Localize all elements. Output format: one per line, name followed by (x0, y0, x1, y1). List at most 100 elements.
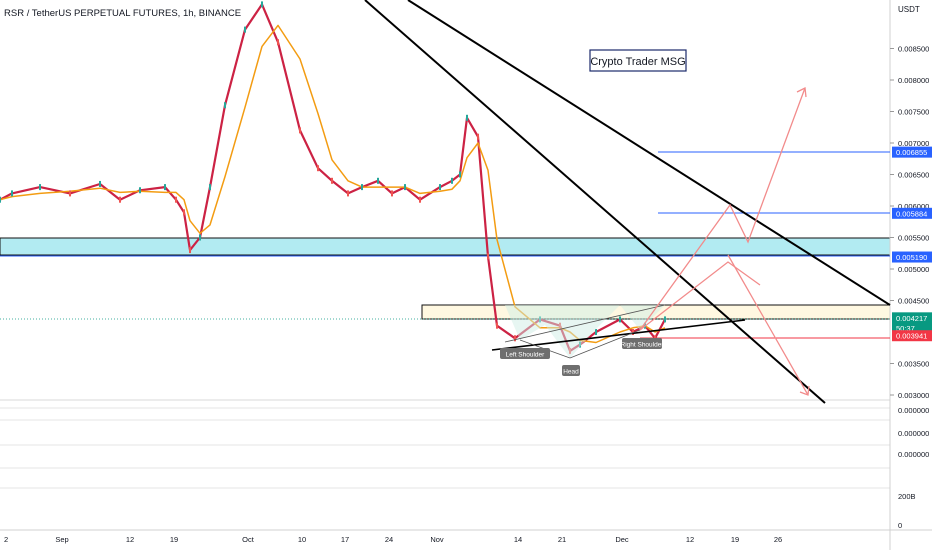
price-axis[interactable]: 0.008500 0.008000 0.007500 0.007000 0.006500… (890, 45, 929, 401)
price-point (299, 127, 301, 134)
price-point (619, 316, 621, 323)
indicator-tick-label: 0.000000 (898, 450, 929, 459)
price-badge-label: 0.004217 (896, 314, 927, 323)
price-point (347, 190, 349, 197)
indicator-axis: 0.000000 0.000000 0.000000 200B 0 (898, 406, 929, 530)
price-point (377, 177, 379, 184)
price-point (459, 171, 461, 178)
price-tick-label: 0.007000 (898, 139, 929, 148)
price-badge (892, 207, 932, 219)
resistance-zone (0, 237, 891, 256)
price-badge (892, 312, 932, 335)
time-tick-label: 12 (686, 535, 694, 544)
price-badge (892, 251, 932, 263)
price-badge-label: 0.005190 (896, 253, 927, 262)
time-tick-label: 26 (774, 535, 782, 544)
right-shoulder-tag (622, 338, 662, 349)
price-point (361, 184, 363, 191)
price-point (175, 196, 177, 203)
price-point (404, 184, 406, 191)
price-point (632, 329, 634, 335)
time-tick-label: Oct (242, 535, 255, 544)
price-point (595, 329, 597, 335)
price-point (261, 1, 263, 8)
price-badge-label: 0.003941 (896, 332, 927, 341)
time-tick-label: 12 (126, 535, 134, 544)
time-tick-label: 21 (558, 535, 566, 544)
price-point (99, 180, 101, 187)
price-point (183, 209, 185, 216)
downtrend-line-lower[interactable] (364, 0, 826, 404)
price-point (0, 196, 1, 203)
time-tick-label: Dec (615, 535, 629, 544)
arrow-head-down (799, 385, 810, 396)
price-tick-label: 0.005500 (898, 234, 929, 243)
watermark-box[interactable] (589, 49, 687, 72)
price-point (69, 190, 71, 197)
price-point (11, 190, 13, 197)
price-point (209, 184, 211, 191)
price-badge-label: 0.005884 (896, 209, 927, 218)
price-tick-label: 0.003000 (898, 391, 929, 400)
projection-path-upper (639, 87, 806, 331)
indicator-tick-label: 0.000000 (898, 406, 929, 415)
time-tick-label: 19 (731, 535, 739, 544)
time-tick-label: 2 (4, 535, 8, 544)
watermark-label: Crypto Trader MSG (590, 56, 685, 68)
price-point (487, 253, 489, 260)
price-point (419, 196, 421, 203)
time-tick-label: Nov (430, 535, 444, 544)
price-point (199, 234, 201, 241)
hs-neckline[interactable] (504, 304, 666, 343)
price-badge (892, 330, 932, 342)
price-tick-label: 0.008500 (898, 45, 929, 54)
time-axis[interactable]: 2 Sep 12 19 Oct 10 17 24 Nov 14 21 Dec 12 19 26 (4, 535, 782, 544)
price-tick-label: 0.005000 (898, 265, 929, 274)
price-point (139, 187, 141, 194)
price-point (164, 184, 166, 191)
hs-trend[interactable] (569, 329, 641, 359)
indicator-tick-label: 0.000000 (898, 429, 929, 438)
price-point (496, 322, 498, 329)
indicator-tick-label: 0 (898, 521, 902, 530)
price-point (244, 26, 246, 33)
left-shoulder-label: Left Shoulder (506, 352, 546, 359)
price-point (466, 114, 468, 121)
price-point (391, 190, 393, 197)
right-shoulder-label: Right Shoulder (621, 342, 665, 349)
price-point (331, 177, 333, 184)
time-tick-label: 17 (341, 535, 349, 544)
symbol-title: RSR / TetherUS PERPETUAL FUTURES, 1h, BI… (4, 8, 241, 19)
price-badges: 0.0068550.0058840.0051900.00421750:370.0… (892, 146, 932, 342)
price-point (277, 39, 279, 46)
price-point (514, 335, 516, 342)
downtrend-line-upper[interactable] (407, 0, 891, 306)
price-badge-label: 0.006855 (896, 148, 927, 157)
price-badge (892, 146, 932, 158)
pattern-shading (505, 305, 665, 358)
price-point (39, 184, 41, 191)
price-tick-label: 0.007500 (898, 108, 929, 117)
indicator-tick-label: 200B (898, 492, 916, 501)
price-point (477, 133, 479, 140)
price-point (439, 184, 441, 191)
head-label: Head (563, 369, 579, 376)
arrow-head-up (796, 87, 807, 98)
price-tick-label: 0.004500 (898, 297, 929, 306)
projection-arrows (639, 87, 810, 396)
price-point (119, 196, 121, 203)
time-tick-label: 14 (514, 535, 522, 544)
axis-currency: USDT (898, 5, 920, 14)
projection-path-down (727, 254, 809, 396)
time-tick-label: 10 (298, 535, 306, 544)
time-tick-label: 24 (385, 535, 393, 544)
price-point (664, 316, 666, 323)
time-tick-label: 19 (170, 535, 178, 544)
head-tag (562, 365, 580, 376)
left-shoulder-tag (500, 348, 550, 359)
price-badge-countdown: 50:37 (896, 324, 915, 333)
price-point (317, 165, 319, 172)
projection-path-mid (639, 261, 761, 331)
plot-area[interactable] (0, 0, 890, 528)
